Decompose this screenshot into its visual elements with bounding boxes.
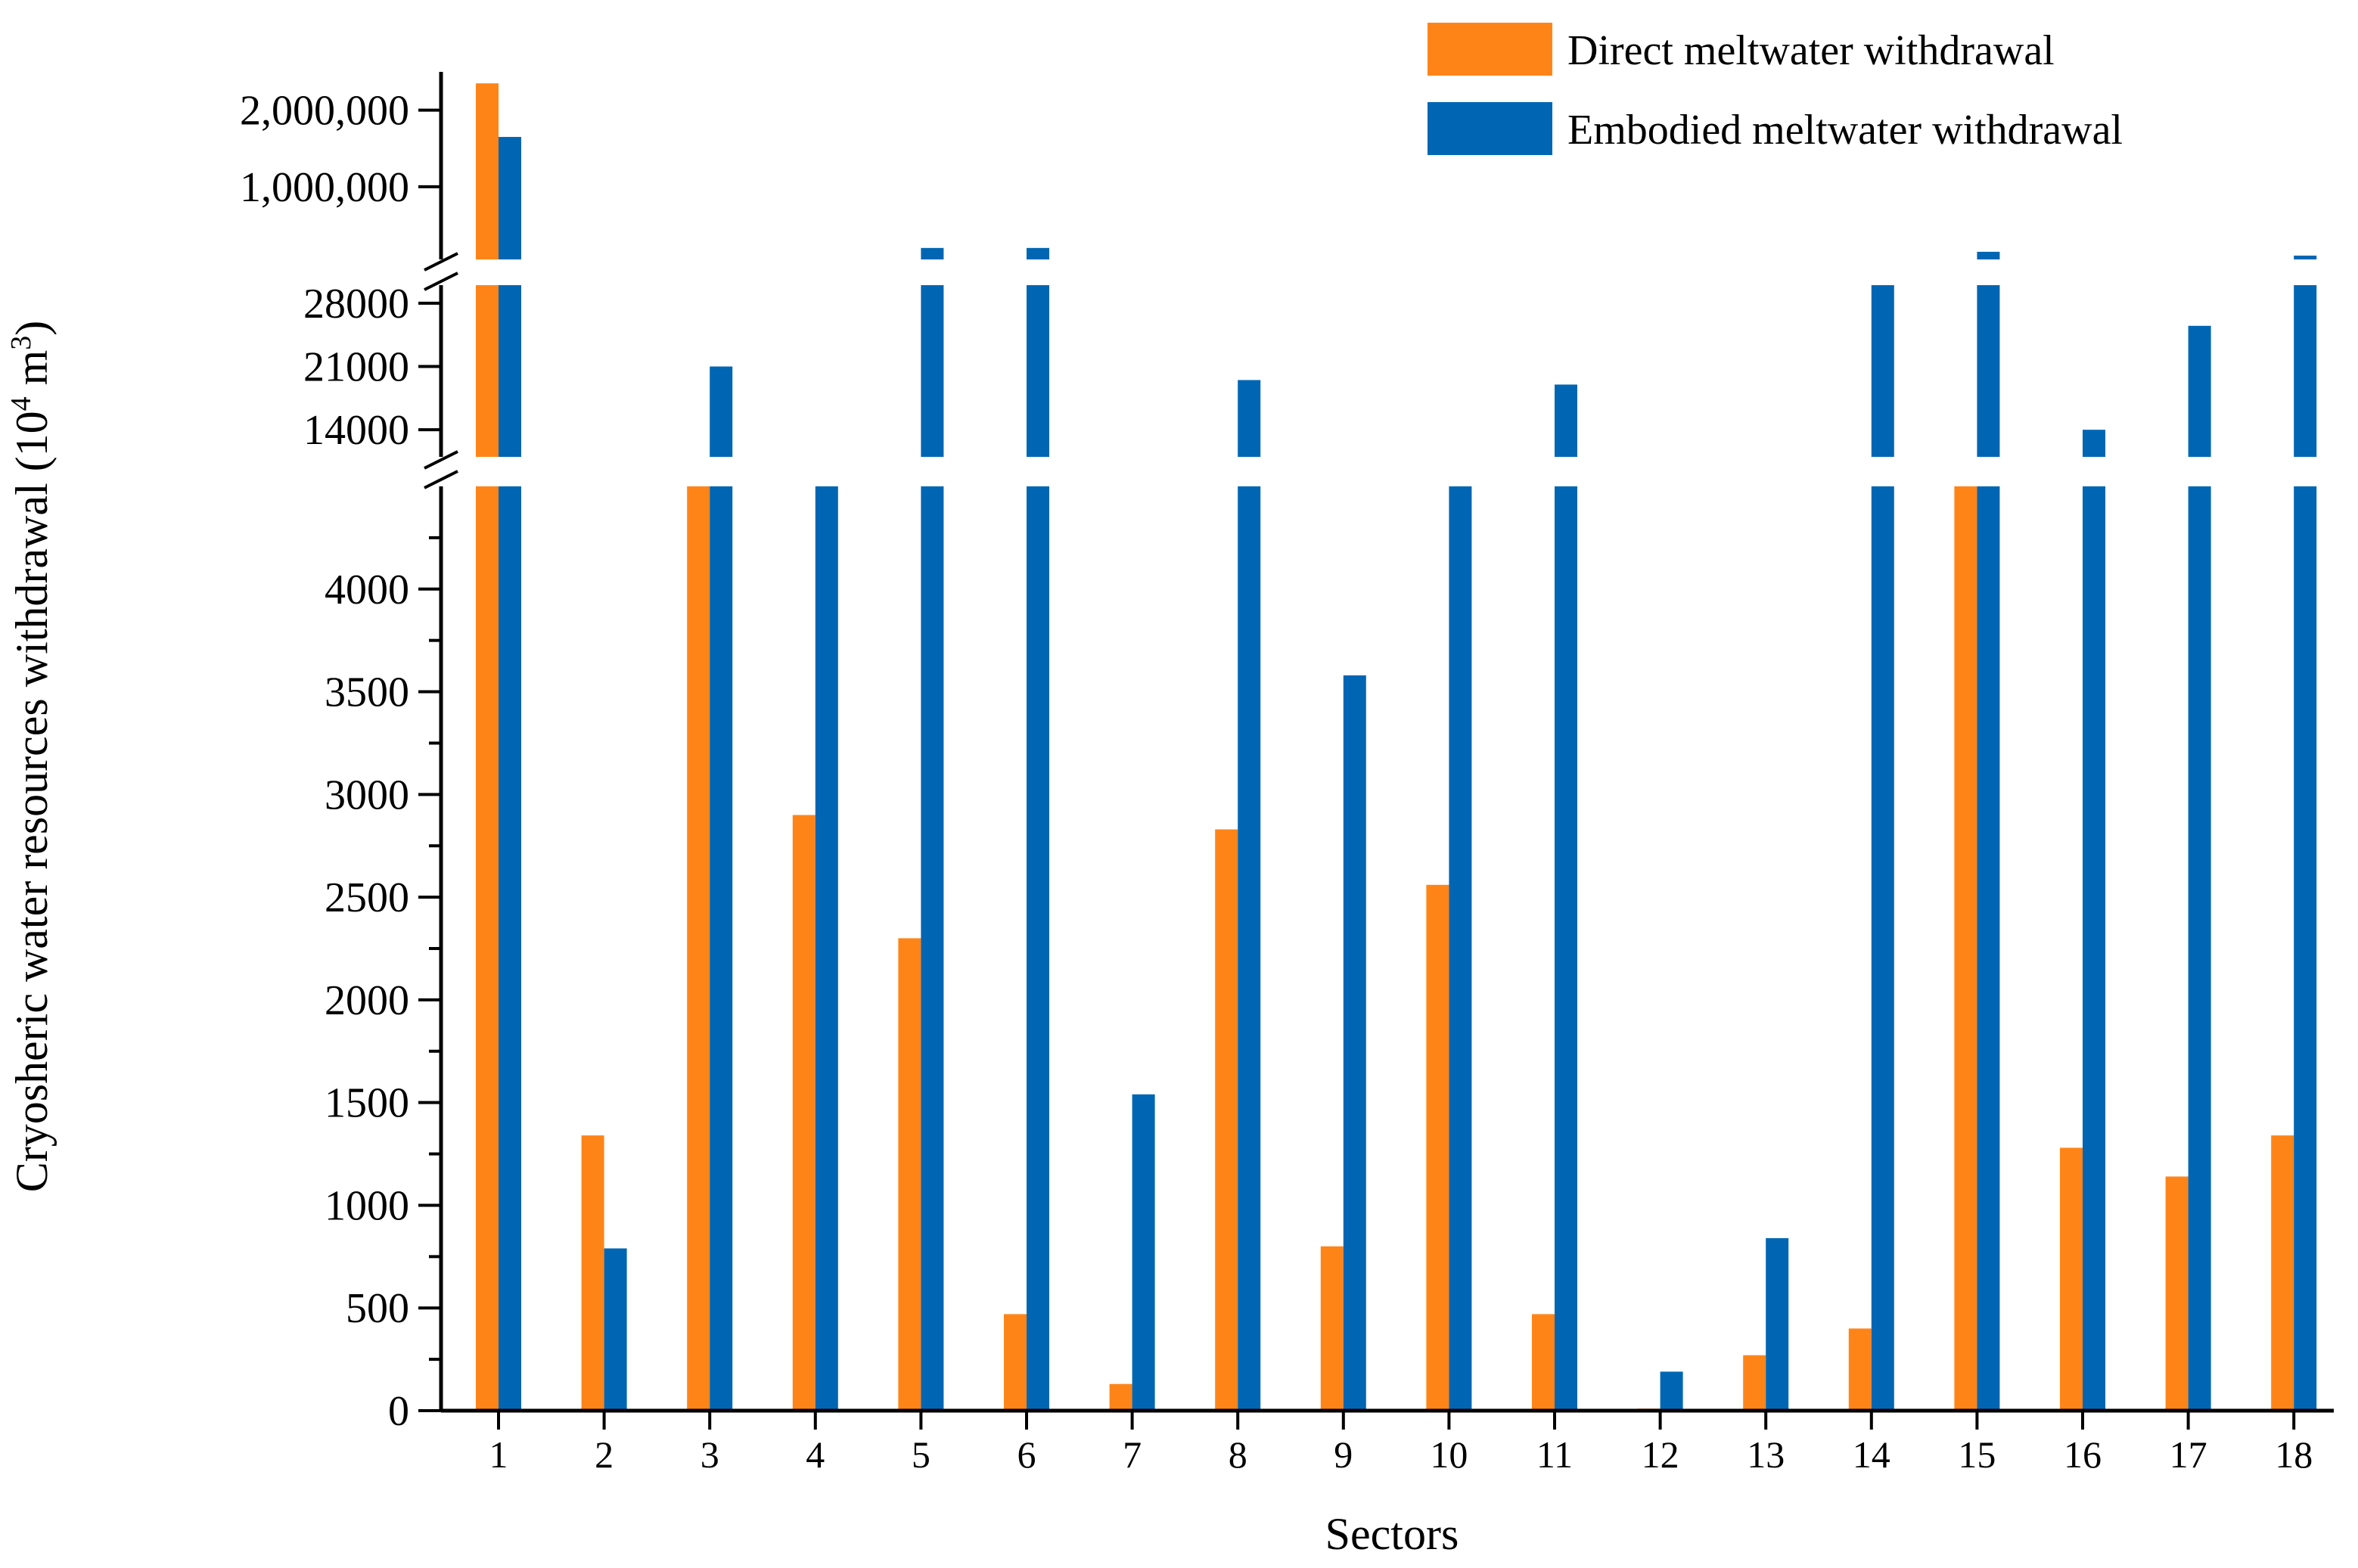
axis-break-lower-b [424,450,458,470]
bar-embodied-sector-14-part-1 [1871,285,1894,457]
bar-embodied-sector-15-part-1 [1977,285,2000,457]
bar-embodied-sector-1-part-2 [499,137,521,259]
x-tick-label: 8 [1229,1433,1247,1476]
x-tick-label: 2 [595,1433,614,1476]
x-tick-label: 5 [912,1433,930,1476]
bar-embodied-sector-17 [2188,486,2211,1411]
bar-direct-sector-5 [898,938,921,1411]
bar-embodied-sector-13 [1766,1237,1789,1411]
x-tick-label: 13 [1747,1433,1785,1476]
bar-direct-sector-11 [1532,1314,1555,1411]
x-tick-label: 1 [489,1433,508,1476]
ticks-layer: 0500100015002000250030003500400014000210… [240,88,2313,1476]
bar-direct-sector-10 [1426,884,1449,1411]
y-axis-title: Cryosheric water resources withdrawal (1… [5,321,57,1193]
y-tick-label: 2000 [325,977,409,1024]
bar-embodied-sector-5 [921,486,944,1411]
bar-embodied-sector-18-part-1 [2294,285,2317,457]
x-axis-title: Sectors [1325,1509,1459,1559]
x-tick-label: 10 [1430,1433,1468,1476]
bar-direct-sector-6 [1004,1314,1027,1411]
bar-direct-sector-8 [1215,829,1238,1411]
axis-break-lower-a [424,470,458,489]
bar-embodied-sector-3-part-1 [710,366,733,457]
axis-break-upper-b [424,252,458,272]
x-tick-label: 16 [2064,1433,2102,1476]
bar-embodied-sector-18 [2294,486,2317,1411]
bar-embodied-sector-2 [604,1248,627,1411]
bar-direct-sector-15 [1954,486,1977,1411]
bar-embodied-sector-6 [1027,486,1049,1411]
bar-embodied-sector-9 [1343,675,1366,1411]
bar-direct-sector-7 [1109,1383,1132,1411]
x-tick-label: 3 [701,1433,719,1476]
bar-embodied-sector-5-part-2 [921,247,944,259]
bars-layer [476,83,2317,1411]
bar-embodied-sector-18-part-2 [2294,255,2317,259]
bar-embodied-sector-1 [499,486,521,1411]
y-tick-label: 3000 [325,772,409,818]
bar-direct-sector-1-part-1 [476,285,499,457]
y-tick-label: 0 [388,1388,409,1435]
x-tick-label: 12 [1642,1433,1679,1476]
legend-label-direct: Direct meltwater withdrawal [1567,27,2055,74]
bar-embodied-sector-15 [1977,486,2000,1411]
x-tick-label: 7 [1123,1433,1142,1476]
bar-embodied-sector-3 [710,486,733,1411]
bar-direct-sector-4 [792,815,816,1411]
y-tick-label: 2,000,000 [240,88,409,135]
y-tick-label: 3500 [325,669,409,716]
bar-embodied-sector-6-part-1 [1027,285,1049,457]
bar-embodied-sector-11-part-1 [1555,384,1577,457]
bar-direct-sector-2 [581,1135,604,1411]
bar-embodied-sector-15-part-2 [1977,251,2000,259]
y-tick-label: 14000 [303,407,409,454]
x-tick-label: 15 [1958,1433,1996,1476]
y-tick-label: 28000 [303,281,409,328]
bar-embodied-sector-16-part-1 [2083,430,2105,457]
x-tick-label: 14 [1853,1433,1890,1476]
bar-direct-sector-18 [2271,1135,2294,1411]
bar-direct-sector-1 [476,486,499,1411]
bar-embodied-sector-14 [1871,486,1894,1411]
legend-label-embodied: Embodied meltwater withdrawal [1567,107,2123,154]
bar-embodied-sector-4 [815,486,838,1411]
bar-embodied-sector-7 [1132,1094,1155,1411]
y-tick-label: 1000 [325,1182,409,1229]
bar-embodied-sector-17-part-1 [2188,325,2211,457]
bar-embodied-sector-11 [1555,486,1577,1411]
x-tick-label: 4 [806,1433,825,1476]
bar-embodied-sector-8-part-1 [1238,380,1261,457]
y-tick-label: 500 [346,1285,409,1332]
y-tick-label: 1,000,000 [240,164,409,211]
legend-swatch-direct [1428,23,1552,76]
y-tick-label: 21000 [303,344,409,391]
axis-break-upper-a [424,272,458,291]
bar-direct-sector-16 [2060,1147,2083,1411]
x-tick-label: 11 [1536,1433,1573,1476]
bar-embodied-sector-8 [1238,486,1261,1411]
bar-embodied-sector-5-part-1 [921,285,944,457]
bar-embodied-sector-6-part-2 [1027,247,1049,259]
bar-embodied-sector-1-part-1 [499,285,521,457]
bar-direct-sector-1-part-2 [476,83,499,259]
y-tick-label: 2500 [325,874,409,921]
legend-swatch-embodied [1428,102,1552,155]
bar-embodied-sector-16 [2083,486,2105,1411]
x-tick-label: 9 [1334,1433,1353,1476]
y-tick-label: 1500 [325,1080,409,1127]
bar-direct-sector-14 [1848,1328,1872,1411]
bar-direct-sector-3 [687,486,710,1411]
bar-embodied-sector-12 [1660,1371,1683,1411]
x-tick-label: 6 [1017,1433,1036,1476]
x-tick-label: 18 [2275,1433,2313,1476]
bar-direct-sector-9 [1320,1246,1344,1411]
bar-direct-sector-13 [1743,1355,1766,1411]
bar-embodied-sector-10 [1449,486,1472,1411]
x-tick-label: 17 [2170,1433,2207,1476]
y-tick-label: 4000 [325,567,409,613]
legend: Direct meltwater withdrawal Embodied mel… [1428,23,2123,155]
bar-direct-sector-17 [2165,1176,2189,1411]
